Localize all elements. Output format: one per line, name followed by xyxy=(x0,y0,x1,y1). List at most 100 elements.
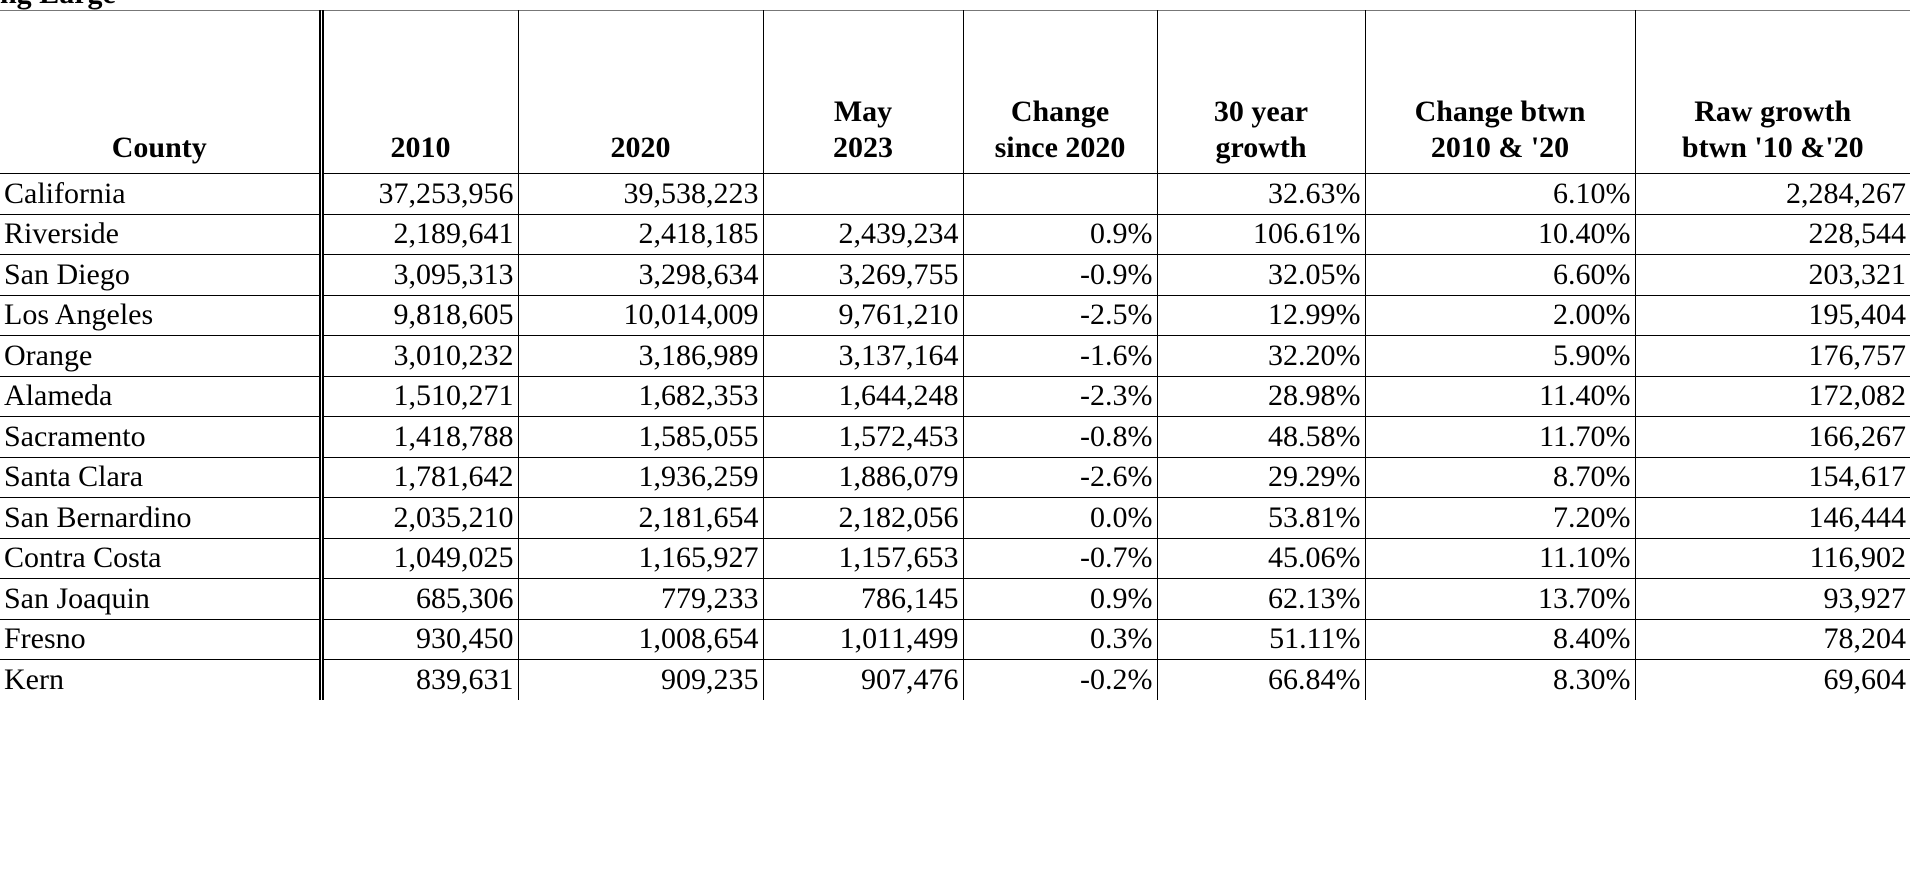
cell-raw-growth-2010-2020: 154,617 xyxy=(1634,456,1910,498)
cell-change-since-2020: -1.6% xyxy=(962,335,1158,377)
header-30-year-growth: 30 year growth xyxy=(1156,10,1366,174)
cell-2010: 1,049,025 xyxy=(320,537,519,579)
cell-2010: 685,306 xyxy=(320,578,519,620)
cell-2010: 1,510,271 xyxy=(320,375,519,417)
table-row: Alameda 1,510,271 1,682,353 1,644,248 -2.3% 2… xyxy=(0,375,1910,417)
cell-2010: 930,450 xyxy=(320,618,519,660)
cell-change-2010-2020: 11.40% xyxy=(1364,375,1636,417)
table-row: Orange 3,010,232 3,186,989 3,137,164 -1.6% 32… xyxy=(0,335,1910,377)
cell-change-2010-2020: 7.20% xyxy=(1364,497,1636,539)
cell-county: San Bernardino xyxy=(0,497,324,539)
cell-30-year-growth: 29.29% xyxy=(1156,456,1366,498)
cell-2010: 2,189,641 xyxy=(320,213,519,255)
table-row: California 37,253,956 39,538,223 32.63% 6.10… xyxy=(0,173,1910,215)
cell-30-year-growth: 32.63% xyxy=(1156,173,1366,215)
cell-raw-growth-2010-2020: 116,902 xyxy=(1634,537,1910,579)
cell-county: Fresno xyxy=(0,618,324,660)
cell-30-year-growth: 66.84% xyxy=(1156,659,1366,700)
cell-change-2010-2020: 11.70% xyxy=(1364,416,1636,458)
cell-30-year-growth: 12.99% xyxy=(1156,294,1366,336)
cell-county: San Diego xyxy=(0,254,324,296)
cell-may-2023: 1,644,248 xyxy=(762,375,964,417)
cell-2010: 9,818,605 xyxy=(320,294,519,336)
cell-change-2010-2020: 11.10% xyxy=(1364,537,1636,579)
cell-county: San Joaquin xyxy=(0,578,324,620)
cell-may-2023: 907,476 xyxy=(762,659,964,700)
cell-may-2023: 1,572,453 xyxy=(762,416,964,458)
table-row: Riverside 2,189,641 2,418,185 2,439,234 0.9%… xyxy=(0,213,1910,255)
cell-may-2023: 2,439,234 xyxy=(762,213,964,255)
cell-change-since-2020: -0.8% xyxy=(962,416,1158,458)
cell-change-since-2020: -0.2% xyxy=(962,659,1158,700)
cell-2020: 779,233 xyxy=(517,578,764,620)
cell-raw-growth-2010-2020: 2,284,267 xyxy=(1634,173,1910,215)
table-row: San Joaquin 685,306 779,233 786,145 0.9% 62.1… xyxy=(0,578,1910,620)
cell-raw-growth-2010-2020: 228,544 xyxy=(1634,213,1910,255)
cell-change-2010-2020: 6.60% xyxy=(1364,254,1636,296)
cell-2010: 3,095,313 xyxy=(320,254,519,296)
table-row: Sacramento 1,418,788 1,585,055 1,572,453 -0.… xyxy=(0,416,1910,458)
cell-change-2010-2020: 2.00% xyxy=(1364,294,1636,336)
cell-change-since-2020: 0.9% xyxy=(962,578,1158,620)
cell-change-since-2020 xyxy=(962,173,1158,215)
cell-raw-growth-2010-2020: 203,321 xyxy=(1634,254,1910,296)
header-2020: 2020 xyxy=(517,10,764,174)
cell-may-2023 xyxy=(762,173,964,215)
cell-2020: 3,186,989 xyxy=(517,335,764,377)
cell-change-2010-2020: 8.30% xyxy=(1364,659,1636,700)
cell-30-year-growth: 51.11% xyxy=(1156,618,1366,660)
cell-30-year-growth: 62.13% xyxy=(1156,578,1366,620)
cell-30-year-growth: 45.06% xyxy=(1156,537,1366,579)
header-row: County 2010 2020 May 2023 Change since 2020 30 … xyxy=(0,10,1910,174)
cell-2010: 3,010,232 xyxy=(320,335,519,377)
table-row: San Bernardino 2,035,210 2,181,654 2,182,05… xyxy=(0,497,1910,539)
cell-change-since-2020: 0.0% xyxy=(962,497,1158,539)
cell-30-year-growth: 28.98% xyxy=(1156,375,1366,417)
cell-30-year-growth: 106.61% xyxy=(1156,213,1366,255)
cell-raw-growth-2010-2020: 146,444 xyxy=(1634,497,1910,539)
table-row: Fresno 930,450 1,008,654 1,011,499 0.3% 51.11… xyxy=(0,618,1910,660)
cell-change-since-2020: -2.6% xyxy=(962,456,1158,498)
cell-county: Alameda xyxy=(0,375,324,417)
cell-raw-growth-2010-2020: 93,927 xyxy=(1634,578,1910,620)
cell-change-since-2020: -0.9% xyxy=(962,254,1158,296)
cell-change-2010-2020: 8.40% xyxy=(1364,618,1636,660)
population-table: County 2010 2020 May 2023 Change since 2020 30 … xyxy=(0,10,1910,700)
cell-raw-growth-2010-2020: 176,757 xyxy=(1634,335,1910,377)
cell-may-2023: 1,886,079 xyxy=(762,456,964,498)
header-may-2023: May 2023 xyxy=(762,10,964,174)
cell-2020: 1,585,055 xyxy=(517,416,764,458)
table-row: Santa Clara 1,781,642 1,936,259 1,886,079 -2… xyxy=(0,456,1910,498)
cell-may-2023: 3,137,164 xyxy=(762,335,964,377)
cell-2020: 2,418,185 xyxy=(517,213,764,255)
cell-2020: 10,014,009 xyxy=(517,294,764,336)
cell-30-year-growth: 32.20% xyxy=(1156,335,1366,377)
cell-2010: 37,253,956 xyxy=(320,173,519,215)
cell-county: Kern xyxy=(0,659,324,700)
cell-2010: 2,035,210 xyxy=(320,497,519,539)
cell-2010: 839,631 xyxy=(320,659,519,700)
header-2010: 2010 xyxy=(320,10,519,174)
header-county: County xyxy=(0,10,324,174)
cell-30-year-growth: 53.81% xyxy=(1156,497,1366,539)
cell-may-2023: 1,011,499 xyxy=(762,618,964,660)
cell-2010: 1,781,642 xyxy=(320,456,519,498)
cell-2010: 1,418,788 xyxy=(320,416,519,458)
cell-30-year-growth: 48.58% xyxy=(1156,416,1366,458)
table-row: Contra Costa 1,049,025 1,165,927 1,157,653-… xyxy=(0,537,1910,579)
cutoff-heading: ng Large xyxy=(0,0,116,9)
cell-county: Riverside xyxy=(0,213,324,255)
cell-county: Sacramento xyxy=(0,416,324,458)
cell-county: Los Angeles xyxy=(0,294,324,336)
cell-county: Contra Costa xyxy=(0,537,324,579)
table-row: Los Angeles 9,818,605 10,014,009 9,761,210-… xyxy=(0,294,1910,336)
cell-raw-growth-2010-2020: 69,604 xyxy=(1634,659,1910,700)
header-raw-growth-2010-2020: Raw growth btwn '10 &'20 xyxy=(1634,10,1910,174)
cell-may-2023: 3,269,755 xyxy=(762,254,964,296)
cell-may-2023: 9,761,210 xyxy=(762,294,964,336)
cell-2020: 1,165,927 xyxy=(517,537,764,579)
header-change-since-2020: Change since 2020 xyxy=(962,10,1158,174)
cell-raw-growth-2010-2020: 166,267 xyxy=(1634,416,1910,458)
cell-change-since-2020: 0.3% xyxy=(962,618,1158,660)
header-change-2010-2020: Change btwn 2010 & '20 xyxy=(1364,10,1636,174)
